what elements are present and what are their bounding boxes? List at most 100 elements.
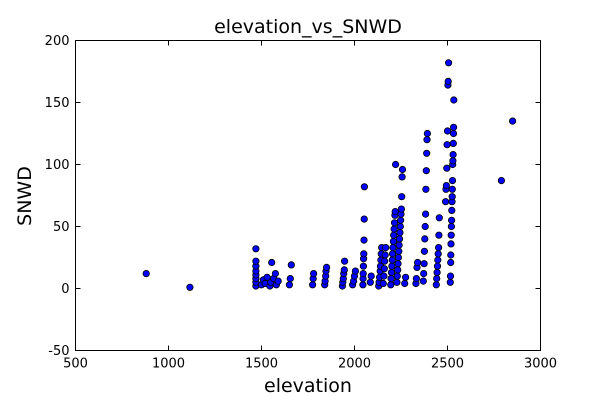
data-point — [447, 240, 455, 248]
data-point — [359, 269, 367, 278]
y-axis-ticks: -50 0 50 100 150 200 — [45, 34, 541, 359]
data-point — [252, 245, 260, 253]
data-point — [420, 269, 428, 278]
data-point — [360, 236, 368, 244]
data-point — [390, 219, 399, 227]
data-point — [274, 277, 282, 285]
data-point — [447, 231, 455, 239]
data-point — [448, 206, 456, 214]
data-point — [397, 205, 405, 213]
data-point — [360, 250, 368, 258]
points-layer — [142, 59, 517, 291]
data-point — [420, 260, 428, 268]
data-point — [391, 160, 400, 169]
y-tick-label: -50 — [48, 344, 69, 359]
data-point — [359, 281, 367, 289]
data-point — [434, 256, 442, 264]
data-point — [252, 257, 260, 265]
data-point — [450, 96, 458, 104]
data-point — [420, 247, 428, 255]
data-point — [433, 268, 441, 276]
data-point — [434, 250, 442, 258]
data-point — [379, 279, 387, 288]
data-point — [268, 258, 276, 267]
data-point — [309, 269, 318, 278]
data-point — [422, 185, 430, 193]
y-tick-label: 150 — [45, 96, 70, 111]
data-point — [380, 257, 389, 265]
data-point — [443, 141, 451, 149]
data-point — [387, 268, 396, 276]
data-point — [395, 247, 403, 255]
data-point — [446, 278, 454, 286]
data-point — [398, 193, 406, 201]
data-point — [360, 215, 368, 223]
data-point — [423, 129, 431, 138]
data-point — [359, 262, 367, 270]
data-point — [396, 222, 404, 231]
data-point — [398, 173, 406, 181]
data-point — [396, 216, 405, 224]
y-tick-label: 200 — [45, 34, 70, 49]
data-point — [435, 231, 443, 239]
data-point — [447, 222, 455, 231]
data-point — [449, 139, 457, 147]
data-point — [387, 274, 395, 283]
data-point — [388, 262, 396, 270]
y-axis-label: SNWD — [14, 166, 36, 226]
data-point — [394, 253, 402, 262]
data-point — [360, 183, 368, 191]
data-point — [401, 273, 410, 281]
data-point — [286, 274, 294, 283]
data-point — [449, 157, 457, 165]
data-point — [388, 256, 396, 264]
data-point — [394, 260, 402, 268]
data-point — [322, 263, 331, 271]
x-tick-label: 2500 — [431, 357, 464, 372]
x-axis-ticks: 500 1000 1500 2000 2500 3000 — [63, 40, 557, 372]
data-point — [271, 269, 279, 278]
x-tick-label: 3000 — [524, 357, 557, 372]
data-point — [419, 277, 427, 285]
data-point — [387, 281, 395, 289]
data-point — [441, 198, 450, 206]
data-point — [340, 266, 348, 274]
data-point — [449, 123, 458, 131]
data-point — [435, 214, 443, 222]
data-point — [367, 272, 375, 280]
data-point — [442, 182, 450, 190]
data-point — [389, 237, 397, 245]
data-point — [443, 164, 451, 172]
data-point — [393, 272, 401, 280]
data-point — [448, 185, 456, 193]
data-point — [395, 235, 404, 243]
data-point — [508, 117, 517, 125]
data-point — [448, 193, 456, 201]
data-point — [449, 151, 457, 159]
data-point — [393, 278, 401, 286]
data-point — [388, 250, 397, 258]
data-point — [380, 272, 388, 280]
data-point — [142, 269, 150, 278]
data-point — [433, 274, 441, 283]
data-point — [412, 274, 420, 283]
data-point — [444, 59, 453, 67]
data-point — [497, 177, 505, 185]
data-point — [308, 281, 317, 289]
data-point — [421, 235, 429, 243]
data-point — [447, 216, 456, 224]
data-point — [422, 167, 430, 175]
y-tick-label: 50 — [53, 220, 70, 235]
data-point — [394, 266, 402, 274]
data-point — [351, 267, 359, 275]
data-point — [448, 177, 457, 185]
data-point — [366, 278, 374, 286]
chart-title: elevation_vs_SNWD — [214, 16, 402, 38]
y-tick-label: 100 — [45, 158, 70, 173]
data-point — [433, 262, 442, 270]
data-point — [432, 281, 440, 289]
data-point — [391, 208, 399, 216]
data-point — [287, 261, 295, 269]
data-point — [389, 244, 397, 252]
